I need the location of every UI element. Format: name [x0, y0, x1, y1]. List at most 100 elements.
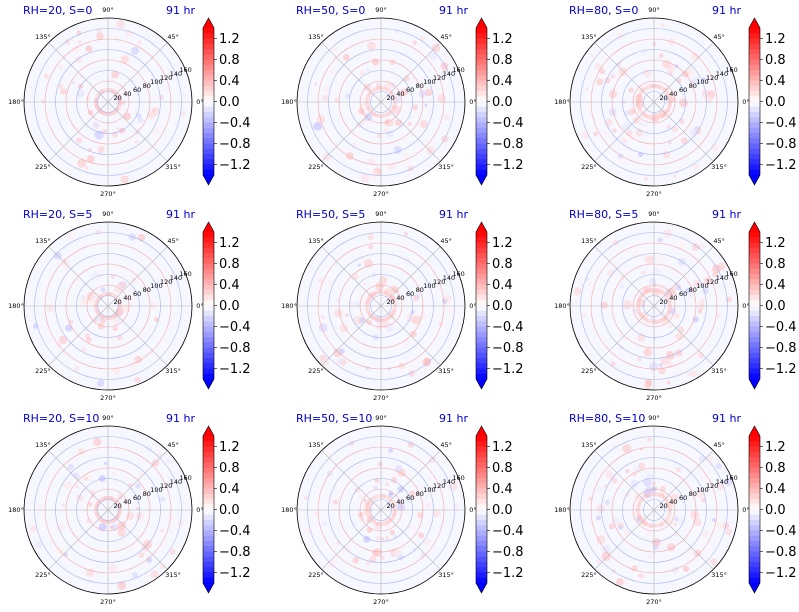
heat-cell: [601, 551, 611, 561]
heat-cell: [674, 522, 678, 526]
heat-cell: [673, 531, 679, 537]
heat-cell: [321, 520, 328, 527]
colorbar-segment: [749, 331, 760, 338]
colorbar-segment: [203, 562, 214, 568]
colorbar-tick-label: 0.8: [219, 257, 240, 272]
colorbar-segment: [203, 337, 214, 343]
heat-cell: [88, 148, 92, 152]
heat-cell: [610, 74, 616, 79]
heat-cell: [603, 484, 608, 489]
colorbar-segment: [476, 493, 487, 500]
heat-cell: [167, 514, 176, 523]
colorbar-segment: [203, 28, 214, 34]
heat-cell: [57, 64, 63, 70]
heat-cell: [643, 257, 647, 262]
radial-tick-label: 120: [160, 74, 172, 82]
heat-cell: [632, 116, 640, 124]
heat-cell: [646, 473, 654, 482]
angular-tick-label: 135°: [308, 441, 324, 449]
colorbar-segment: [476, 483, 487, 489]
heat-cell: [86, 154, 95, 163]
radial-tick-label: 20: [114, 502, 122, 510]
colorbar-tick-label: 1.2: [219, 32, 240, 47]
heat-cell: [622, 122, 632, 132]
colorbar-segment: [476, 101, 487, 108]
angular-tick-label: 315°: [165, 571, 181, 579]
colorbar-segment: [203, 43, 214, 50]
colorbar-tick-label: −0.4: [219, 116, 251, 131]
colorbar-segment: [749, 279, 760, 285]
angular-gridline: [48, 42, 109, 103]
radial-tick-label: 80: [416, 82, 424, 90]
heat-cell: [633, 336, 638, 341]
heat-cell: [371, 58, 380, 66]
heat-cell: [321, 94, 329, 102]
heat-cell: [581, 312, 587, 318]
heat-cell: [397, 485, 405, 493]
heat-cell: [128, 482, 133, 488]
heat-cell: [120, 55, 129, 64]
angular-tick-label: 90°: [648, 210, 660, 218]
heat-cell: [378, 461, 383, 467]
angular-tick-label: 315°: [165, 367, 181, 375]
heat-cell: [630, 479, 639, 488]
colorbar-extend-min: [203, 583, 214, 593]
radial-tick-label: 80: [689, 286, 697, 294]
colorbar-segment: [203, 504, 214, 510]
radial-tick-label: 100: [150, 486, 162, 494]
heat-cell: [618, 67, 628, 77]
angular-tick-label: 45°: [440, 237, 452, 245]
colorbar-tick-label: 0.4: [492, 74, 513, 89]
angular-tick-label: 180°: [281, 98, 297, 106]
heat-cell: [667, 306, 672, 311]
heat-cell: [682, 565, 690, 573]
heat-cell: [402, 337, 410, 346]
colorbar-outline: [748, 221, 761, 390]
heat-cell: [380, 555, 385, 560]
heat-cell: [366, 320, 372, 326]
heat-cell: [620, 275, 625, 280]
heat-cell: [376, 133, 382, 139]
angular-gridline: [653, 509, 714, 570]
heat-cell: [114, 284, 123, 293]
heat-cell: [349, 441, 354, 447]
heat-cell: [652, 538, 661, 547]
heat-cell: [345, 82, 349, 86]
heat-cell: [346, 152, 354, 160]
heat-cell: [595, 484, 604, 492]
colorbar-segment: [476, 59, 487, 66]
heat-cell: [96, 32, 104, 40]
colorbar-extend-max: [749, 18, 760, 28]
heat-cell: [712, 518, 716, 522]
colorbar-tick-label: 1.2: [492, 32, 513, 47]
colorbar-segment: [203, 263, 214, 270]
angular-tick-label: 135°: [308, 33, 324, 41]
colorbar-outline: [748, 425, 761, 594]
heat-cell: [652, 544, 659, 551]
heat-cell: [642, 68, 651, 78]
colorbar-extend-max: [749, 426, 760, 436]
colorbar-segment: [749, 577, 760, 584]
heat-cell: [604, 77, 611, 84]
colorbar-segment: [749, 504, 760, 510]
colorbar-segment: [203, 64, 214, 71]
heat-cell: [383, 158, 387, 162]
heat-cell: [641, 270, 646, 275]
colorbar-segment: [203, 284, 214, 291]
colorbar-segment: [476, 154, 487, 160]
colorbar-segment: [749, 562, 760, 568]
colorbar-segment: [203, 49, 214, 55]
heat-cell: [135, 482, 141, 489]
colorbar-segment: [749, 232, 760, 238]
angular-gridline: [594, 101, 655, 162]
heat-cell: [59, 335, 68, 345]
colorbar-extend-max: [749, 222, 760, 232]
colorbar-segment: [476, 49, 487, 55]
heat-cell: [662, 481, 668, 487]
radial-tick-label: 20: [660, 298, 668, 306]
colorbar-segment: [476, 310, 487, 317]
heat-cell: [443, 294, 452, 303]
radial-tick-label: 160: [725, 474, 737, 482]
angular-tick-label: 225°: [308, 571, 324, 579]
heat-cell: [314, 82, 318, 86]
